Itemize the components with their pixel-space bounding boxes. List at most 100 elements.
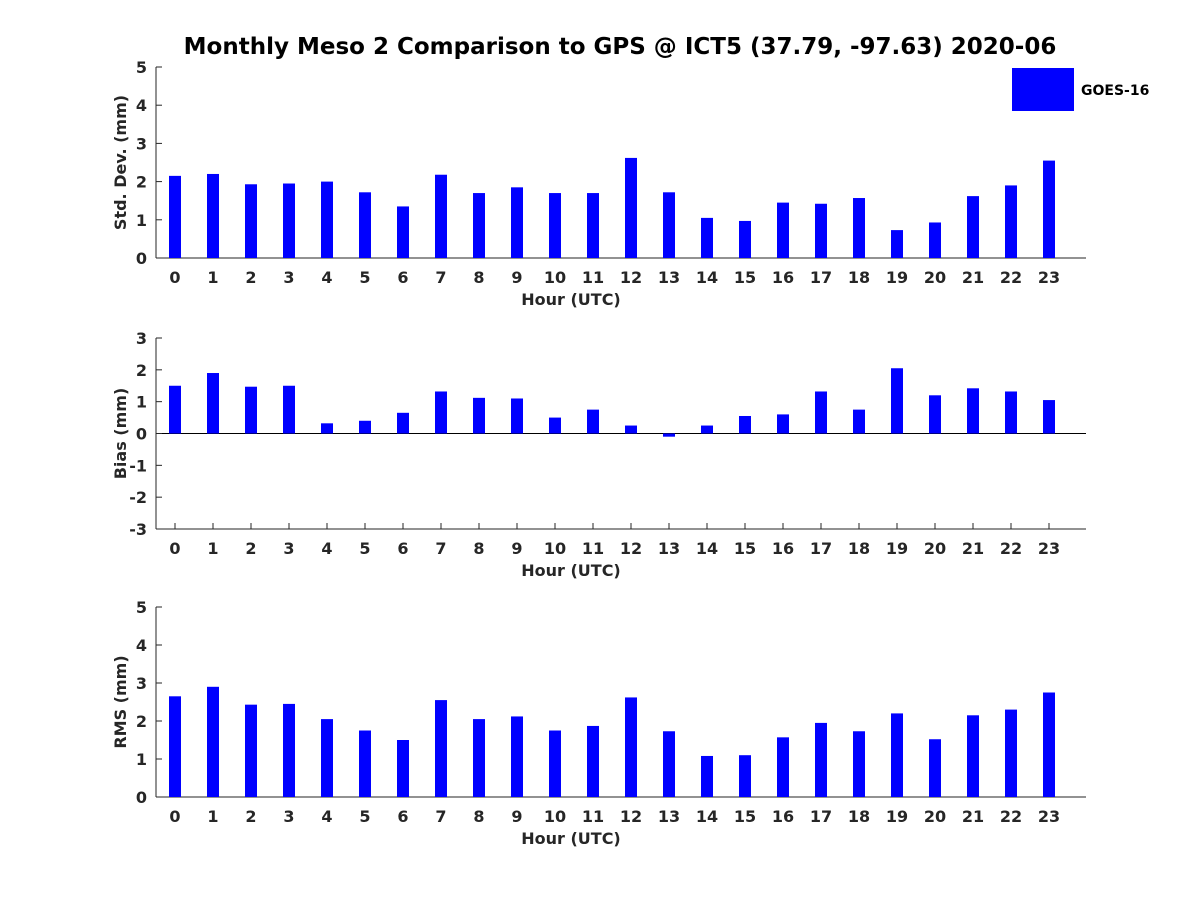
std-dev-bar: [245, 184, 257, 258]
bias-x-tick-label: 0: [169, 539, 180, 558]
rms-x-tick-label: 13: [658, 807, 680, 826]
bias-x-tick-label: 1: [207, 539, 218, 558]
std-dev-x-tick-label: 2: [245, 268, 256, 287]
std-dev-x-tick-label: 4: [321, 268, 332, 287]
bias-bar: [283, 385, 295, 434]
std-dev-x-tick-label: 18: [848, 268, 870, 287]
std-dev-y-tick-label: 2: [136, 173, 147, 192]
rms-bar: [359, 730, 371, 797]
std-dev-x-tick-label: 0: [169, 268, 180, 287]
rms-bar: [511, 716, 523, 797]
bias-bar: [473, 397, 485, 434]
bias-y-tick-label: -3: [129, 520, 147, 539]
std-dev-bar: [815, 203, 827, 258]
rms-x-tick-label: 1: [207, 807, 218, 826]
bias-y-tick-label: 3: [136, 329, 147, 348]
std-dev-x-tick-label: 1: [207, 268, 218, 287]
std-dev-x-tick-label: 22: [1000, 268, 1022, 287]
std-dev-x-tick-label: 6: [397, 268, 408, 287]
std-dev-bar: [1005, 185, 1017, 258]
bias-x-tick-label: 4: [321, 539, 332, 558]
std-dev-x-tick-label: 20: [924, 268, 946, 287]
bias-x-tick-label: 6: [397, 539, 408, 558]
std-dev-bar: [359, 192, 371, 258]
std-dev-bar: [511, 187, 523, 258]
rms-bar: [169, 696, 181, 797]
bias-bar: [815, 391, 827, 434]
rms-bar: [321, 719, 333, 797]
rms-bar: [815, 722, 827, 797]
bias-y-tick-label: 1: [136, 393, 147, 412]
legend-entry: GOES-16: [1081, 83, 1149, 99]
rms-bar: [777, 737, 789, 797]
rms-x-tick-label: 7: [435, 807, 446, 826]
bias-bar: [207, 373, 219, 434]
bias-bar: [739, 415, 751, 434]
rms-x-tick-label: 9: [511, 807, 522, 826]
bias-bar: [549, 417, 561, 434]
bias-bar: [1043, 400, 1055, 434]
rms-bar: [625, 697, 637, 797]
std-dev-bar: [549, 193, 561, 258]
bias-x-tick-label: 10: [544, 539, 566, 558]
bias-bar: [321, 423, 333, 434]
rms-bar: [473, 719, 485, 797]
rms-bar: [1043, 692, 1055, 797]
legend: GOES-16: [1012, 68, 1149, 111]
std-dev-bar: [739, 220, 751, 258]
bias-y-tick-label: -2: [129, 488, 147, 507]
rms-bar: [929, 739, 941, 797]
std-dev-bar: [967, 196, 979, 258]
std-dev-bar: [1043, 160, 1055, 258]
std-dev-x-axis-label: Hour (UTC): [521, 290, 621, 309]
rms-bar: [549, 730, 561, 797]
bias-x-tick-label: 12: [620, 539, 642, 558]
rms-x-tick-label: 8: [473, 807, 484, 826]
std-dev-bar: [663, 192, 675, 258]
rms-bar: [891, 713, 903, 797]
rms-x-tick-label: 19: [886, 807, 908, 826]
std-dev-bar: [777, 202, 789, 258]
bias-x-tick-label: 17: [810, 539, 832, 558]
std-dev-y-axis-label: Std. Dev. (mm): [111, 95, 130, 230]
rms-x-tick-label: 17: [810, 807, 832, 826]
bias-bar: [777, 414, 789, 434]
bias-bar: [967, 388, 979, 434]
bias-x-tick-label: 19: [886, 539, 908, 558]
rms-y-tick-label: 5: [136, 598, 147, 617]
rms-x-tick-label: 0: [169, 807, 180, 826]
rms-bar: [283, 703, 295, 797]
bias-x-tick-label: 9: [511, 539, 522, 558]
rms-bar: [587, 725, 599, 797]
std-dev-x-tick-label: 10: [544, 268, 566, 287]
rms-bar: [245, 704, 257, 797]
std-dev-bar: [853, 198, 865, 258]
rms-x-tick-label: 16: [772, 807, 794, 826]
bias-bar: [587, 409, 599, 434]
bias-x-tick-label: 8: [473, 539, 484, 558]
bias-bar: [245, 386, 257, 434]
bias-bar: [397, 412, 409, 434]
bias-bar: [511, 398, 523, 434]
bias-bar: [891, 368, 903, 434]
bias-bar: [359, 420, 371, 434]
bias-bar: [169, 385, 181, 434]
std-dev-x-tick-label: 3: [283, 268, 294, 287]
rms-x-tick-label: 2: [245, 807, 256, 826]
rms-x-tick-label: 10: [544, 807, 566, 826]
std-dev-bar: [321, 181, 333, 258]
rms-x-tick-label: 11: [582, 807, 604, 826]
std-dev-bar: [701, 217, 713, 258]
std-dev-x-tick-label: 15: [734, 268, 756, 287]
rms-bar: [739, 755, 751, 797]
rms-x-tick-label: 18: [848, 807, 870, 826]
bias-x-tick-label: 22: [1000, 539, 1022, 558]
bias-y-tick-label: -1: [129, 456, 147, 475]
rms-y-axis-label: RMS (mm): [111, 655, 130, 748]
bias-bar: [1005, 391, 1017, 434]
std-dev-y-tick-label: 3: [136, 134, 147, 153]
std-dev-x-tick-label: 13: [658, 268, 680, 287]
std-dev-bar: [397, 206, 409, 258]
